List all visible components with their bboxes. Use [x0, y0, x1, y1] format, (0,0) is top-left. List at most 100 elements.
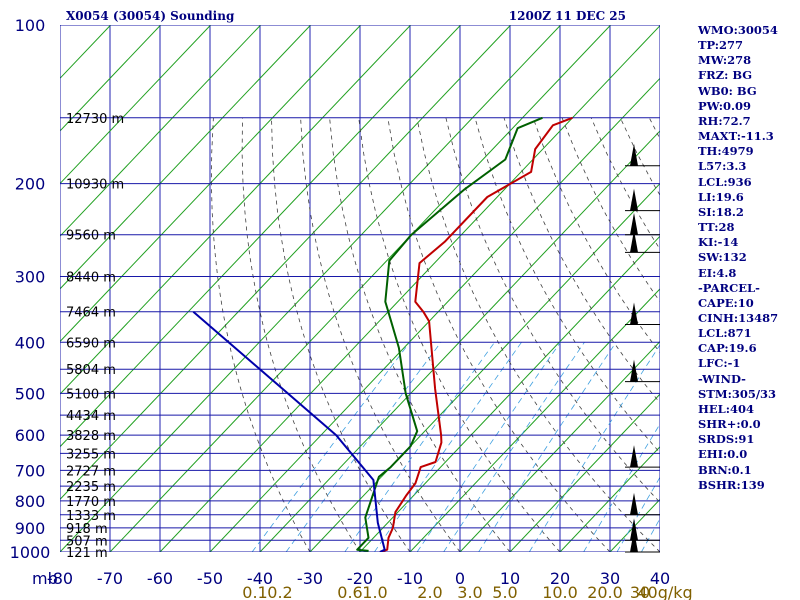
temperature-tick-label: -10: [397, 569, 423, 588]
chart-title: X0054 (30054) Sounding: [66, 9, 235, 23]
index-item: PW:0.09: [698, 98, 752, 113]
index-item: LFC:-1: [698, 356, 741, 371]
index-item: SHR+:0.0: [698, 417, 761, 432]
isotherm-line: [60, 25, 262, 237]
index-item: TH:4979: [698, 144, 754, 159]
height-label: 8440 m: [66, 270, 116, 285]
index-item: STM:305/33: [698, 386, 777, 401]
temperature-tick-label: -60: [147, 569, 173, 588]
wind-barb: [625, 359, 660, 383]
mixing-ratio-label: 0.2: [267, 583, 292, 600]
index-item: -PARCEL-: [698, 280, 760, 295]
dry-adiabat: [271, 117, 411, 552]
isotherm-line: [409, 288, 660, 552]
dry-adiabat: [474, 117, 660, 454]
pressure-tick-label: 800: [15, 492, 46, 511]
temperature-tick-label: 20: [550, 569, 570, 588]
wind-barb: [625, 230, 660, 253]
chart-time: 1200Z 11 DEC 25: [509, 9, 626, 23]
index-item: BRN:0.1: [698, 462, 752, 477]
index-item: LCL:871: [698, 326, 752, 341]
temperature-tick-label: -20: [347, 569, 373, 588]
wind-barb: [625, 212, 660, 236]
index-item: MAXT:-11.3: [698, 129, 774, 144]
grid-layer: [60, 25, 660, 552]
height-label: 121 m: [66, 546, 108, 561]
index-item: TT:28: [698, 220, 735, 235]
index-item: L57:3.3: [698, 159, 747, 174]
wind-barb: [625, 445, 660, 468]
mixing-ratio-label: 0.1: [242, 583, 267, 600]
pressure-tick-label: 700: [15, 461, 46, 480]
wind-barb: [625, 530, 660, 553]
mixing-ratio-label: 10.0: [542, 583, 578, 600]
temperature-tick-label: 0: [455, 569, 465, 588]
mixing-ratio-label: 2.0: [417, 583, 442, 600]
dry-adiabat: [241, 117, 361, 552]
pressure-tick-label: 600: [15, 426, 46, 445]
temperature-tick-label: 40: [650, 569, 670, 588]
height-label: 6590 m: [66, 336, 116, 351]
height-label: 2235 m: [66, 480, 116, 495]
temperature-tick-label: -70: [97, 569, 123, 588]
x-axis-unit-label: mb: [32, 569, 58, 588]
height-label: 5100 m: [66, 387, 116, 402]
index-item: HEL:404: [698, 401, 754, 416]
dry-adiabat: [561, 117, 660, 303]
profile-layer: [192, 116, 573, 552]
wind-barb: [625, 492, 660, 516]
isotherm-line: [60, 25, 412, 395]
mixing-ratio-label: 1.0: [362, 583, 387, 600]
height-label: 918 m: [66, 522, 108, 537]
height-label: 3828 m: [66, 429, 116, 444]
pressure-tick-label: 1000: [10, 543, 51, 562]
isotherm-line: [509, 393, 660, 552]
isotherm-line: [60, 25, 462, 448]
dry-adiabat: [300, 117, 461, 552]
index-item: CAP:19.6: [698, 341, 757, 356]
temperature-tick-label: -30: [297, 569, 323, 588]
mixing-ratio-label: 20.0: [587, 583, 623, 600]
height-label: 1333 m: [66, 509, 116, 524]
isotherm-line: [60, 25, 162, 132]
index-item: RH:72.7: [698, 113, 751, 128]
profile-series-1: [356, 116, 543, 552]
height-label: 4434 m: [66, 409, 116, 424]
wind-barb: [625, 143, 660, 167]
wind-barb: [625, 518, 660, 541]
isotherm-line: [559, 446, 660, 552]
wind-barb: [625, 188, 660, 212]
index-item: CAPE:10: [698, 295, 754, 310]
height-label: 7464 m: [66, 306, 116, 321]
isotherm-line: [60, 25, 212, 185]
index-item: CINH:13487: [698, 310, 779, 325]
height-label: 1770 m: [66, 495, 116, 510]
pressure-tick-label: 900: [15, 519, 46, 538]
mixing-ratio-label: 30: [630, 583, 650, 600]
dry-adiabat: [387, 117, 611, 552]
temperature-tick-label: -40: [247, 569, 273, 588]
index-item: BSHR:139: [698, 477, 765, 492]
temperature-tick-label: 30: [600, 569, 620, 588]
height-label: 507 m: [66, 534, 108, 549]
pressure-tick-label: 100: [15, 16, 46, 35]
height-label: 5804 m: [66, 363, 116, 378]
index-item: SW:132: [698, 250, 747, 265]
index-item: -WIND-: [698, 371, 746, 386]
isotherm-line: [209, 77, 660, 552]
isotherm-line: [159, 25, 660, 552]
index-item: EHI:0.0: [698, 447, 748, 462]
isotherm-line: [459, 340, 660, 552]
isotherm-line: [60, 25, 512, 501]
index-item: LI:19.6: [698, 189, 744, 204]
dry-adiabat: [329, 117, 511, 552]
isotherm-line: [60, 25, 362, 343]
height-label: 3255 m: [66, 447, 116, 462]
height-label: 2727 m: [66, 464, 116, 479]
index-item: SI:18.2: [698, 204, 744, 219]
index-item: LCL:936: [698, 174, 752, 189]
index-item: SRDS:91: [698, 432, 755, 447]
temperature-tick-label: -50: [197, 569, 223, 588]
index-item: WB0: BG: [698, 83, 757, 98]
